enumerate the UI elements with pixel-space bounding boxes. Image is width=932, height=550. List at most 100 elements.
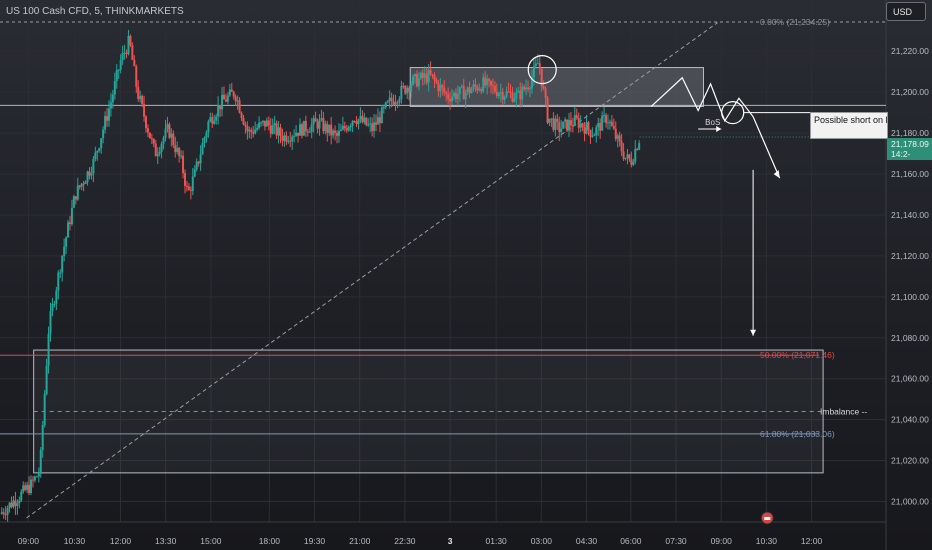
candle-down [28, 484, 31, 493]
candle-up [359, 115, 362, 120]
candle-up [601, 115, 604, 131]
projection-arrowhead [773, 170, 780, 179]
candle-down [361, 115, 364, 123]
candle-down [345, 128, 348, 131]
candle-up [412, 76, 415, 85]
projection-circle [721, 100, 745, 125]
candle-down [275, 123, 278, 136]
candle-up [472, 84, 475, 90]
candle-down [252, 131, 255, 134]
candle-up [195, 161, 198, 170]
candle-up [298, 124, 301, 136]
y-tick-label: 21,020.00 [891, 456, 929, 466]
x-tick-label: 3 [448, 536, 453, 546]
x-tick-label: 09:00 [711, 536, 733, 546]
candle-up [271, 125, 274, 134]
candle-up [585, 122, 588, 134]
candle-up [406, 87, 409, 94]
candle-down [322, 118, 325, 132]
candle-down [404, 86, 407, 94]
candle-down [244, 124, 247, 127]
candle-up [419, 72, 422, 79]
candle-down [378, 117, 381, 124]
candle-down [68, 222, 71, 224]
candle-down [484, 77, 487, 86]
candle-down [402, 85, 405, 87]
bos-label: BoS [705, 118, 720, 127]
candle-up [121, 52, 124, 61]
candle-up [595, 127, 598, 136]
candle-down [326, 123, 329, 134]
candle-down [10, 502, 13, 507]
candle-down [230, 89, 233, 92]
candle-up [532, 66, 535, 78]
candle-up [47, 333, 50, 366]
candle-up [324, 123, 327, 132]
candle-down [154, 143, 157, 157]
target-arrowhead [750, 329, 757, 336]
currency-button[interactable]: USD [886, 2, 926, 21]
x-tick-label: 10:30 [756, 536, 778, 546]
candle-up [608, 121, 611, 123]
candle-up [92, 159, 95, 174]
candle-down [390, 97, 393, 102]
candle-up [228, 89, 231, 96]
candle-down [219, 105, 222, 110]
candle-down [330, 124, 333, 136]
candle-up [310, 124, 313, 132]
candle-up [624, 157, 627, 159]
candle-down [334, 130, 337, 133]
candle-up [347, 126, 350, 131]
candle-up [59, 272, 62, 274]
candle-up [176, 148, 179, 152]
candle-up [111, 94, 114, 103]
candle-up [466, 87, 469, 93]
x-tick-label: 13:30 [155, 536, 177, 546]
candle-down [429, 69, 432, 75]
candle-up [357, 119, 360, 124]
candle-down [234, 96, 237, 102]
candle-up [55, 290, 58, 304]
candle-up [339, 129, 342, 131]
candle-up [139, 96, 142, 100]
candle-up [410, 84, 413, 92]
candle-down [24, 485, 27, 490]
candle-down [182, 155, 185, 174]
candle-down [137, 86, 140, 100]
candle-up [308, 131, 311, 133]
candle-down [433, 75, 436, 81]
candle-up [505, 91, 508, 97]
candle-down [612, 125, 615, 129]
candle-down [168, 124, 171, 138]
candle-up [199, 154, 202, 164]
candle-down [31, 479, 34, 481]
candle-down [187, 186, 190, 190]
candle-down [355, 121, 358, 124]
candle-up [127, 35, 130, 54]
candle-down [250, 129, 253, 132]
candle-down [14, 500, 17, 507]
candle-down [480, 89, 483, 92]
candle-up [456, 94, 459, 99]
candle-up [107, 108, 110, 121]
candle-down [569, 120, 572, 126]
candle-up [634, 149, 637, 162]
trade-note[interactable]: Possible short on BoS if this plays [810, 112, 888, 139]
candle-down [445, 92, 448, 94]
x-tick-label: 04:30 [576, 536, 598, 546]
candle-down [238, 100, 241, 113]
candle-up [109, 102, 112, 109]
candle-up [277, 127, 280, 136]
candle-down [610, 121, 613, 126]
bos-arrowhead [716, 125, 722, 132]
candle-down [575, 115, 578, 118]
y-tick-label: 21,060.00 [891, 374, 929, 384]
economic-event-icon-bar [764, 517, 771, 520]
y-tick-label: 21,180.00 [891, 128, 929, 138]
candle-up [312, 118, 315, 125]
candle-down [583, 127, 586, 134]
x-tick-label: 22:30 [394, 536, 416, 546]
candle-down [468, 87, 471, 94]
x-tick-label: 18:00 [259, 536, 281, 546]
